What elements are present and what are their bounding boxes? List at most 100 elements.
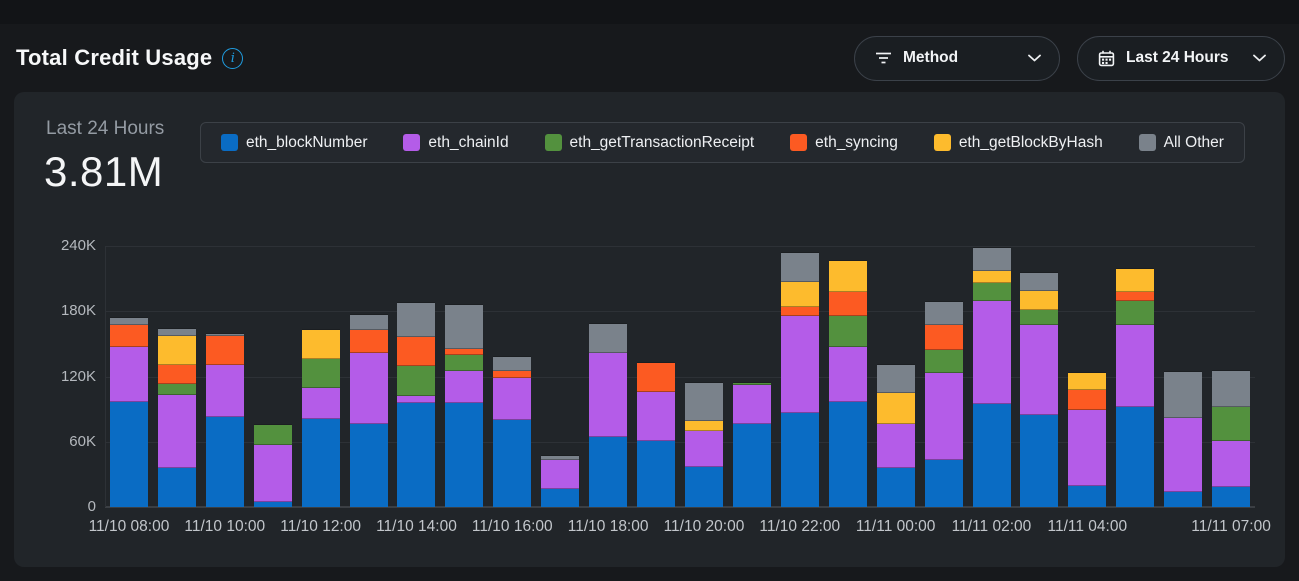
bar-segment-eth_blockNumber[interactable] — [1116, 406, 1155, 507]
bar-segment-eth_getTransactionReceipt[interactable] — [397, 365, 436, 397]
stacked-bar-11-10-20-00[interactable] — [685, 383, 724, 507]
stacked-bar-11-11-04-00[interactable] — [1068, 373, 1107, 507]
bar-segment-eth_getBlockByHash[interactable] — [685, 421, 724, 431]
bar-segment-eth_chainId[interactable] — [1020, 325, 1059, 415]
bar-segment-eth_chainId[interactable] — [445, 371, 484, 403]
bar-segment-eth_blockNumber[interactable] — [349, 424, 388, 507]
bar-segment-eth_blockNumber[interactable] — [828, 401, 867, 507]
bar-segment-eth_getBlockByHash[interactable] — [876, 392, 915, 425]
bar-segment-eth_syncing[interactable] — [637, 363, 676, 392]
legend-item-All-Other[interactable]: All Other — [1138, 134, 1224, 152]
bar-segment-All Other[interactable] — [397, 302, 436, 338]
stacked-bar-11-10-13-00[interactable] — [349, 314, 388, 507]
bar-segment-eth_blockNumber[interactable] — [1068, 486, 1107, 507]
bar-segment-All Other[interactable] — [589, 324, 628, 353]
bar-segment-eth_syncing[interactable] — [1068, 389, 1107, 411]
bar-segment-All Other[interactable] — [1212, 371, 1251, 407]
bar-segment-eth_chainId[interactable] — [253, 445, 292, 502]
bar-segment-eth_blockNumber[interactable] — [157, 467, 196, 507]
bar-segment-eth_blockNumber[interactable] — [445, 402, 484, 507]
bar-segment-All Other[interactable] — [157, 328, 196, 337]
bar-segment-eth_syncing[interactable] — [349, 329, 388, 353]
bar-segment-All Other[interactable] — [109, 317, 148, 326]
bar-segment-eth_getTransactionReceipt[interactable] — [1020, 310, 1059, 326]
bar-segment-eth_getBlockByHash[interactable] — [1116, 268, 1155, 292]
legend-item-eth_getTransactionReceipt[interactable]: eth_getTransactionReceipt — [544, 134, 754, 152]
bar-segment-eth_syncing[interactable] — [157, 364, 196, 385]
bar-segment-eth_chainId[interactable] — [780, 315, 819, 414]
bar-segment-eth_syncing[interactable] — [397, 337, 436, 366]
bar-segment-eth_getTransactionReceipt[interactable] — [445, 354, 484, 372]
bar-segment-eth_blockNumber[interactable] — [1020, 414, 1059, 507]
stacked-bar-11-11-00-00[interactable] — [876, 364, 915, 507]
bar-segment-eth_syncing[interactable] — [1116, 291, 1155, 302]
stacked-bar-11-10-15-00[interactable] — [445, 304, 484, 507]
bar-segment-All Other[interactable] — [924, 301, 963, 326]
bar-segment-eth_blockNumber[interactable] — [541, 488, 580, 507]
bar-segment-eth_getBlockByHash[interactable] — [301, 329, 340, 360]
bar-segment-eth_blockNumber[interactable] — [205, 416, 244, 507]
bar-segment-eth_blockNumber[interactable] — [685, 466, 724, 507]
info-icon[interactable]: i — [222, 47, 244, 69]
bar-segment-eth_syncing[interactable] — [924, 325, 963, 351]
bar-segment-eth_getTransactionReceipt[interactable] — [828, 315, 867, 348]
bar-segment-eth_getBlockByHash[interactable] — [972, 271, 1011, 283]
bar-segment-eth_chainId[interactable] — [205, 364, 244, 417]
bar-segment-All Other[interactable] — [493, 356, 532, 372]
bar-segment-eth_blockNumber[interactable] — [253, 501, 292, 507]
bar-segment-eth_chainId[interactable] — [924, 373, 963, 461]
legend-item-eth_getBlockByHash[interactable]: eth_getBlockByHash — [933, 134, 1103, 152]
bar-segment-eth_blockNumber[interactable] — [109, 401, 148, 507]
bar-segment-eth_getBlockByHash[interactable] — [157, 336, 196, 365]
bar-segment-eth_blockNumber[interactable] — [493, 420, 532, 507]
bar-segment-eth_blockNumber[interactable] — [876, 467, 915, 507]
bar-segment-eth_syncing[interactable] — [205, 336, 244, 365]
bar-segment-eth_chainId[interactable] — [1212, 440, 1251, 488]
legend-item-eth_syncing[interactable]: eth_syncing — [790, 134, 898, 152]
bar-segment-eth_chainId[interactable] — [972, 301, 1011, 404]
bar-segment-eth_syncing[interactable] — [445, 349, 484, 355]
bar-segment-eth_getTransactionReceipt[interactable] — [1116, 301, 1155, 326]
bar-segment-eth_syncing[interactable] — [780, 306, 819, 316]
bar-segment-All Other[interactable] — [1164, 372, 1203, 418]
bar-segment-All Other[interactable] — [349, 314, 388, 330]
stacked-bar-11-11-05-00[interactable] — [1116, 268, 1155, 507]
bar-segment-All Other[interactable] — [541, 455, 580, 461]
bar-segment-eth_chainId[interactable] — [397, 396, 436, 403]
bar-segment-eth_chainId[interactable] — [1164, 417, 1203, 492]
bar-segment-eth_blockNumber[interactable] — [637, 440, 676, 507]
bar-segment-All Other[interactable] — [685, 383, 724, 422]
stacked-bar-11-11-02-00[interactable] — [972, 248, 1011, 507]
stacked-bar-11-10-17-00[interactable] — [541, 455, 580, 507]
bar-segment-All Other[interactable] — [972, 248, 1011, 272]
bar-segment-eth_blockNumber[interactable] — [780, 413, 819, 507]
bar-segment-eth_blockNumber[interactable] — [589, 437, 628, 507]
time-range-dropdown[interactable]: Last 24 Hours — [1077, 35, 1285, 81]
bar-segment-eth_getBlockByHash[interactable] — [780, 281, 819, 307]
stacked-bar-11-10-21-00[interactable] — [732, 383, 771, 507]
stacked-bar-11-10-09-00[interactable] — [157, 328, 196, 507]
stacked-bar-11-11-01-00[interactable] — [924, 301, 963, 507]
bar-segment-eth_blockNumber[interactable] — [924, 460, 963, 507]
bar-segment-eth_chainId[interactable] — [876, 424, 915, 468]
bar-segment-eth_chainId[interactable] — [301, 388, 340, 419]
stacked-bar-11-11-07-00[interactable] — [1212, 371, 1251, 507]
bar-segment-eth_chainId[interactable] — [493, 377, 532, 420]
bar-segment-All Other[interactable] — [205, 334, 244, 337]
bar-segment-eth_chainId[interactable] — [589, 352, 628, 438]
bar-segment-eth_chainId[interactable] — [109, 347, 148, 402]
legend-item-eth_chainId[interactable]: eth_chainId — [403, 134, 509, 152]
stacked-bar-11-10-14-00[interactable] — [397, 302, 436, 507]
bar-segment-eth_blockNumber[interactable] — [301, 418, 340, 507]
bar-segment-eth_blockNumber[interactable] — [972, 403, 1011, 507]
stacked-bar-11-10-16-00[interactable] — [493, 356, 532, 507]
bar-segment-eth_syncing[interactable] — [828, 291, 867, 316]
legend-item-eth_blockNumber[interactable]: eth_blockNumber — [221, 134, 367, 152]
bar-segment-eth_chainId[interactable] — [157, 395, 196, 468]
stacked-bar-11-10-23-00[interactable] — [828, 261, 867, 507]
stacked-bar-11-10-12-00[interactable] — [301, 329, 340, 507]
bar-segment-eth_syncing[interactable] — [493, 371, 532, 378]
bar-segment-eth_getTransactionReceipt[interactable] — [924, 350, 963, 374]
bar-segment-eth_getTransactionReceipt[interactable] — [301, 359, 340, 389]
bar-segment-eth_chainId[interactable] — [1068, 410, 1107, 487]
